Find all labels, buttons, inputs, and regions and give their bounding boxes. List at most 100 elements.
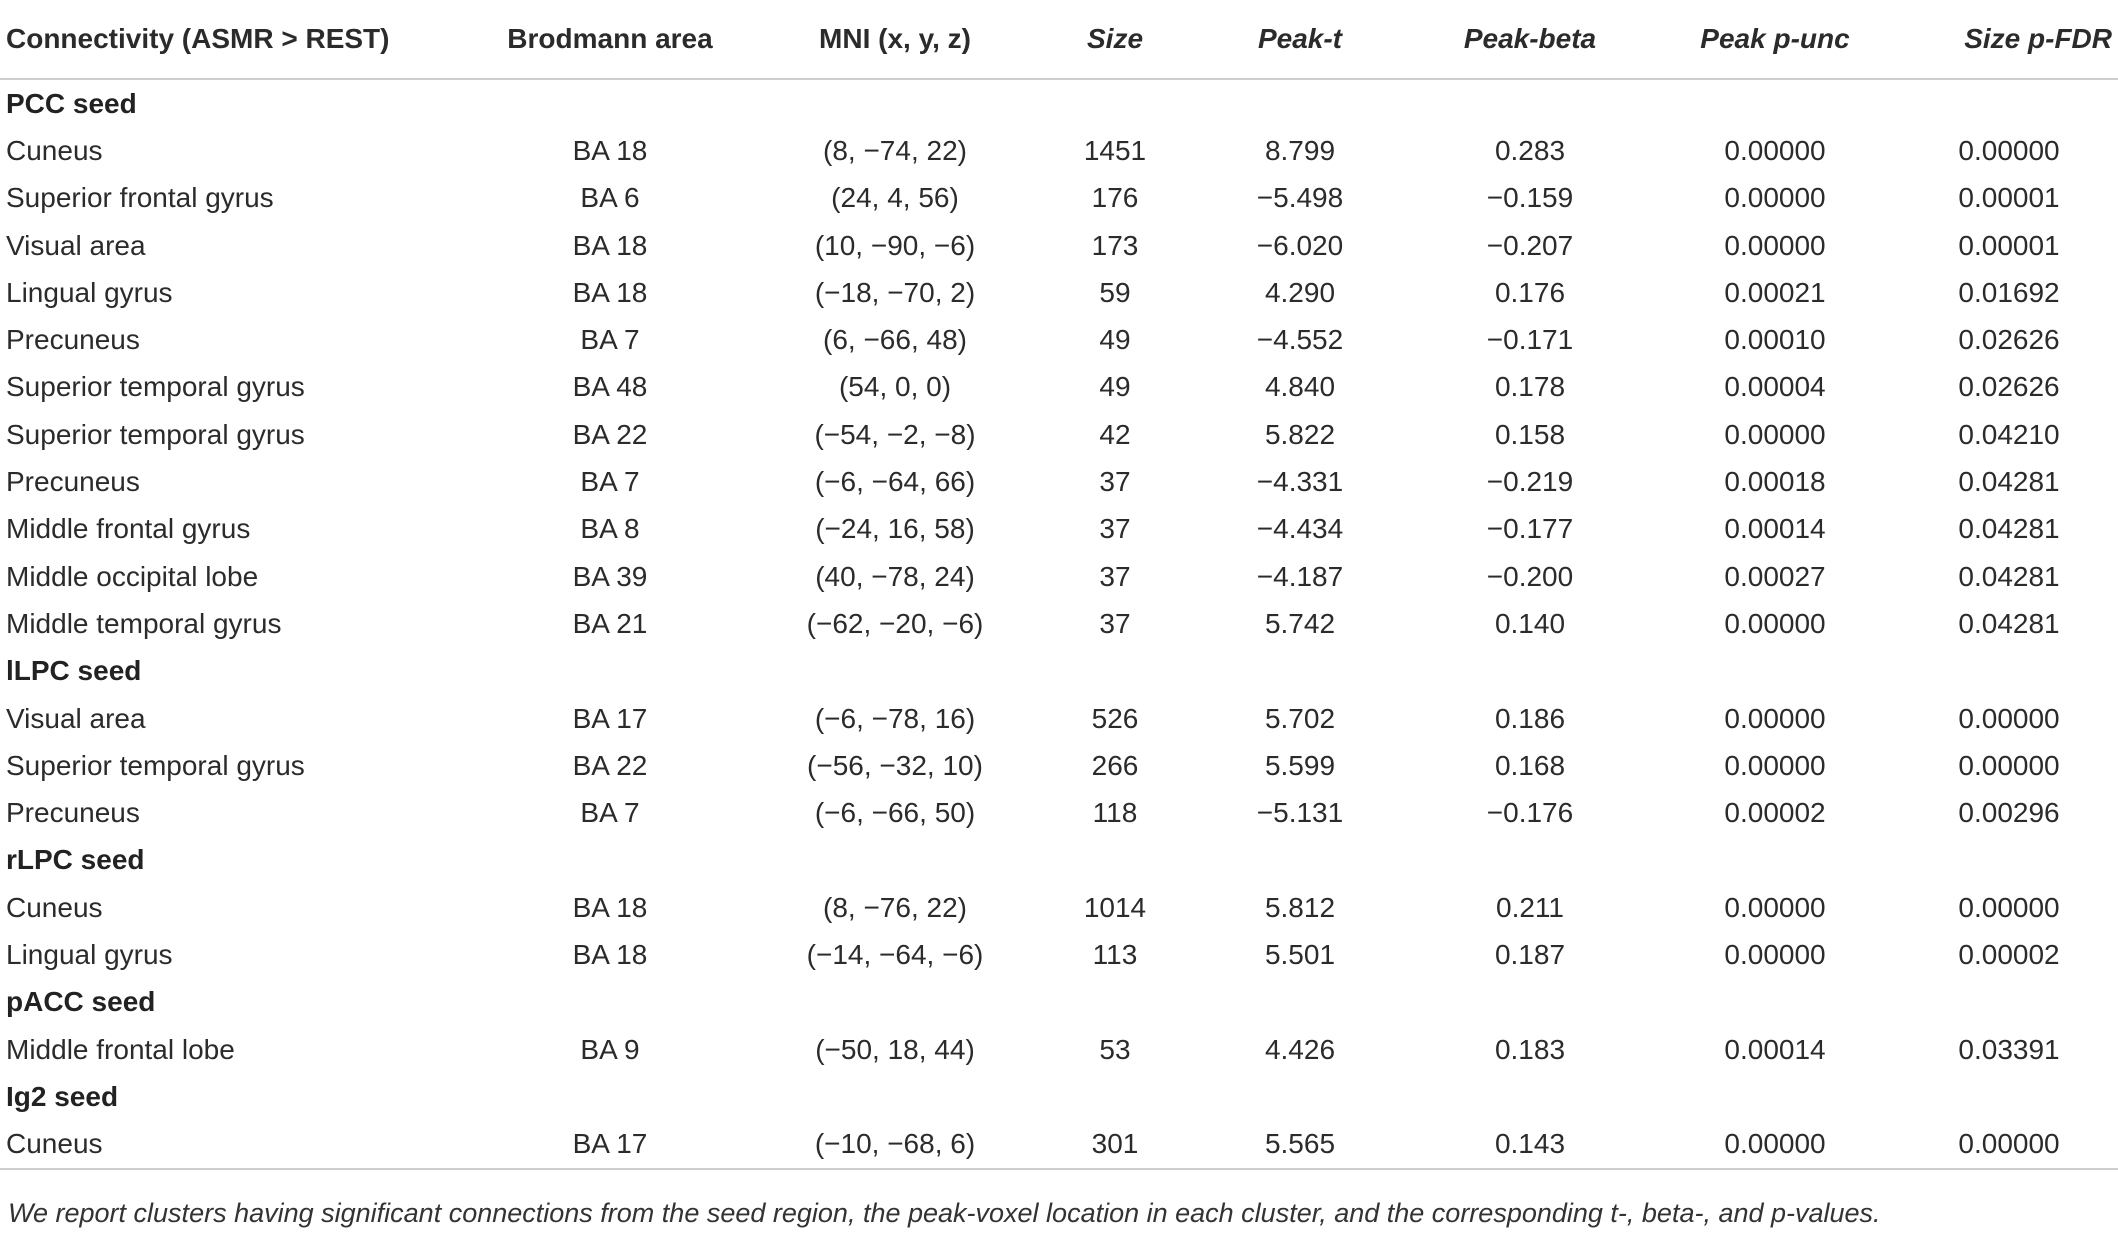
cell-peak-t: 5.565 <box>1190 1120 1410 1170</box>
cell-mni: (24, 4, 56) <box>831 182 959 214</box>
cell-size: 1014 <box>1083 891 1147 923</box>
cell-mni: (6, −66, 48) <box>823 324 967 356</box>
table-row: Precuneus BA 7 (−6, −64, 66) 37 −4.331 −0.219… <box>0 458 2118 505</box>
table-row: Visual area BA 18 (10, −90, −6) 173 −6.020 −0… <box>0 222 2118 269</box>
cell-region: Precuneus <box>6 324 140 356</box>
cell-region: Superior temporal gyrus <box>6 371 305 403</box>
cell-size: 113 <box>1092 938 1138 970</box>
cell-region: Visual area <box>6 229 146 261</box>
cell-size-p-fdr: 0.00000 <box>1900 1120 2118 1170</box>
table-footnote: We report clusters having significant co… <box>8 1198 1881 1228</box>
cell-region: Cuneus <box>6 134 103 166</box>
cell-mni: (54, 0, 0) <box>838 371 952 403</box>
cell-region: Precuneus <box>6 797 140 829</box>
cell-region: Superior temporal gyrus <box>6 418 305 450</box>
cell-brodmann: BA 39 <box>572 560 648 592</box>
cell-region: Superior temporal gyrus <box>6 749 305 781</box>
cell-size-p-fdr: 0.04281 <box>1958 466 2060 498</box>
cell-brodmann: BA 8 <box>580 513 640 545</box>
cell-size-p-fdr: 0.00001 <box>1958 182 2060 214</box>
cell-size-p-fdr: 0.00000 <box>1958 134 2060 166</box>
cell-size-p-fdr: 0.02626 <box>1958 324 2060 356</box>
cell-peak-t: 4.426 <box>1264 1033 1336 1065</box>
cell-peak-p-unc: 0.00000 <box>1724 702 1826 734</box>
section-row: pACC seed <box>0 979 2118 1026</box>
section-title: rLPC seed <box>6 844 145 876</box>
cell-peak-t: −6.020 <box>1256 229 1344 261</box>
cell-size-p-fdr: 0.01692 <box>1958 276 2060 308</box>
table-row: Superior temporal gyrus BA 48 (54, 0, 0) 49… <box>0 364 2118 411</box>
cell-brodmann: BA 7 <box>580 466 640 498</box>
cell-size: 59 <box>1099 276 1131 308</box>
cell-peak-p-unc: 0.00000 <box>1724 607 1826 639</box>
cell-mni: (−6, −64, 66) <box>814 466 976 498</box>
cell-peak-beta: 0.187 <box>1494 938 1566 970</box>
cell-size: 301 <box>1040 1120 1190 1170</box>
cell-brodmann: BA 18 <box>572 891 648 923</box>
cell-peak-t: 5.599 <box>1264 749 1336 781</box>
cell-peak-t: −4.434 <box>1256 513 1344 545</box>
cell-brodmann: BA 22 <box>572 418 648 450</box>
table-body: PCC seed Cuneus BA 18 (8, −74, 22) 1451 8.799… <box>0 79 2118 1170</box>
cell-peak-beta: 0.143 <box>1410 1120 1650 1170</box>
cell-peak-p-unc: 0.00000 <box>1650 1120 1900 1170</box>
cell-brodmann: BA 21 <box>572 607 648 639</box>
cell-region: Cuneus <box>6 891 103 923</box>
cell-region: Middle occipital lobe <box>6 560 259 592</box>
cell-size-p-fdr: 0.03391 <box>1958 1033 2060 1065</box>
cell-mni: (8, −76, 22) <box>823 891 967 923</box>
cell-peak-t: −4.552 <box>1256 324 1344 356</box>
cell-peak-t: −4.187 <box>1256 560 1344 592</box>
cell-mni: (−6, −78, 16) <box>814 702 976 734</box>
cell-peak-beta: 0.168 <box>1494 749 1566 781</box>
cell-mni: (10, −90, −6) <box>814 229 976 261</box>
cell-brodmann: BA 7 <box>580 324 640 356</box>
table-row: Precuneus BA 7 (6, −66, 48) 49 −4.552 −0.171 0… <box>0 316 2118 363</box>
cell-peak-p-unc: 0.00000 <box>1724 134 1826 166</box>
connectivity-table: Connectivity (ASMR > REST) Brodmann area… <box>0 0 2118 1170</box>
col-header-size-p-fdr: Size p-FDR <box>1900 0 2118 80</box>
cell-peak-beta: −0.171 <box>1486 324 1574 356</box>
cell-size-p-fdr: 0.00296 <box>1958 797 2060 829</box>
cell-region: Superior frontal gyrus <box>6 182 274 214</box>
section-row: rLPC seed <box>0 837 2118 884</box>
cell-size-p-fdr: 0.00000 <box>1958 702 2060 734</box>
table-row: Middle frontal lobe BA 9 (−50, 18, 44) 53 4.… <box>0 1026 2118 1073</box>
cell-size-p-fdr: 0.00000 <box>1958 749 2060 781</box>
cell-peak-t: 5.822 <box>1264 418 1336 450</box>
cell-region: Precuneus <box>6 466 140 498</box>
cell-peak-beta: −0.207 <box>1486 229 1574 261</box>
cell-peak-p-unc: 0.00002 <box>1724 797 1826 829</box>
cell-peak-beta: 0.176 <box>1494 276 1566 308</box>
cell-peak-p-unc: 0.00004 <box>1724 371 1826 403</box>
header-row: Connectivity (ASMR > REST) Brodmann area… <box>0 0 2118 80</box>
cell-peak-p-unc: 0.00010 <box>1724 324 1826 356</box>
cell-peak-t: −4.331 <box>1256 466 1344 498</box>
cell-size-p-fdr: 0.02626 <box>1958 371 2060 403</box>
cell-peak-beta: −0.176 <box>1486 797 1574 829</box>
cell-peak-t: 5.742 <box>1264 607 1336 639</box>
cell-mni: (−6, −66, 50) <box>814 797 976 829</box>
cell-mni: (−56, −32, 10) <box>807 749 983 781</box>
cell-brodmann: BA 18 <box>572 229 648 261</box>
cell-size: 53 <box>1099 1033 1131 1065</box>
cell-mni: (−10, −68, 6) <box>750 1120 1040 1170</box>
table-row: Superior temporal gyrus BA 22 (−56, −32, 1… <box>0 742 2118 789</box>
cell-size-p-fdr: 0.04281 <box>1958 560 2060 592</box>
col-header-peak-t: Peak-t <box>1190 0 1410 80</box>
cell-brodmann: BA 18 <box>572 276 648 308</box>
cell-brodmann: BA 18 <box>572 938 648 970</box>
cell-peak-t: −5.498 <box>1256 182 1344 214</box>
cell-peak-beta: −0.159 <box>1486 182 1574 214</box>
cell-brodmann: BA 17 <box>470 1120 750 1170</box>
cell-peak-p-unc: 0.00014 <box>1724 513 1826 545</box>
cell-mni: (−54, −2, −8) <box>814 418 976 450</box>
cell-size-p-fdr: 0.00001 <box>1958 229 2060 261</box>
cell-mni: (40, −78, 24) <box>815 560 975 592</box>
cell-size: 42 <box>1099 418 1131 450</box>
cell-peak-p-unc: 0.00000 <box>1724 938 1826 970</box>
section-row: lLPC seed <box>0 648 2118 695</box>
cell-size: 1451 <box>1083 134 1147 166</box>
cell-size-p-fdr: 0.00000 <box>1958 891 2060 923</box>
